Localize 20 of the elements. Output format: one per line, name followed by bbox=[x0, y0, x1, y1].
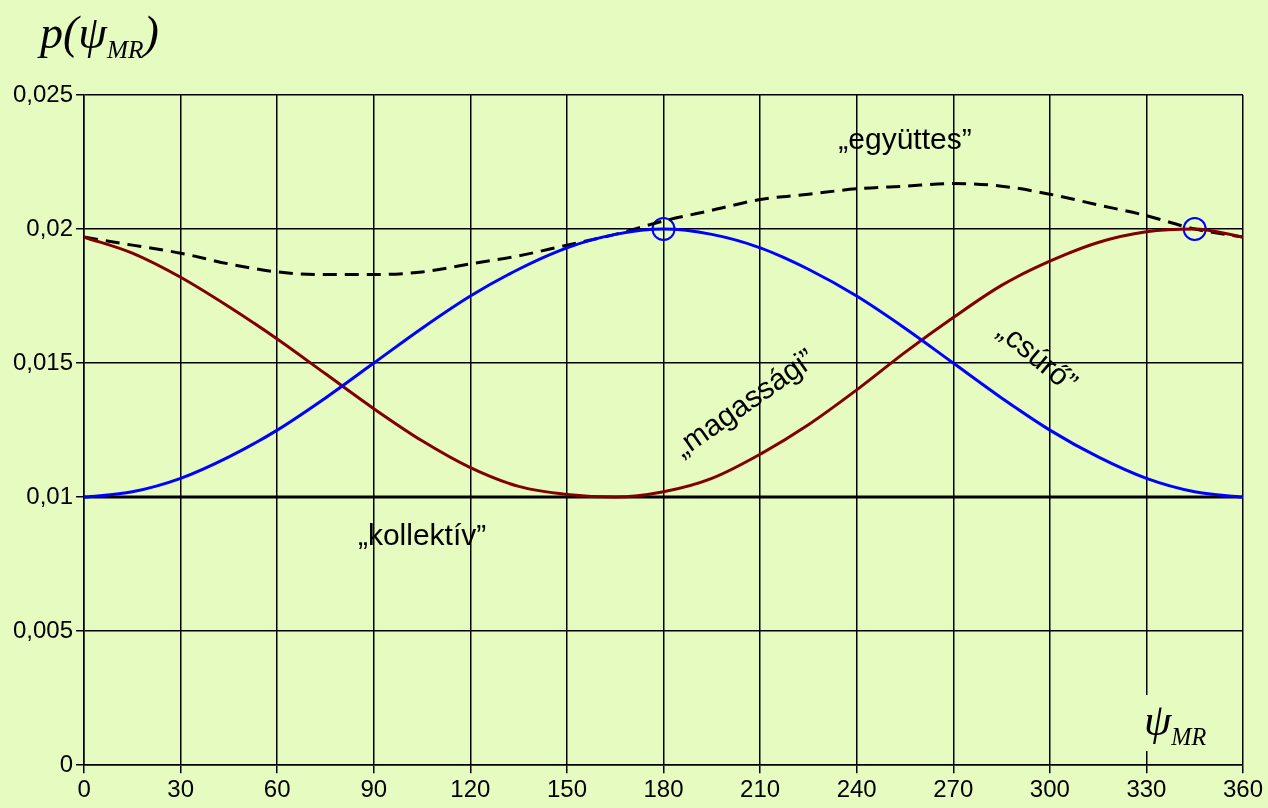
y-tick-label: 0,02 bbox=[26, 213, 74, 241]
x-tick-label: 60 bbox=[263, 775, 291, 803]
x-tick-label: 120 bbox=[450, 775, 491, 803]
x-tick-label: 330 bbox=[1126, 775, 1167, 803]
y-tick-label: 0,01 bbox=[26, 481, 74, 509]
x-tick-label: 360 bbox=[1222, 775, 1264, 803]
y-tick-label: 0,015 bbox=[13, 347, 74, 375]
x-tick-label: 240 bbox=[836, 775, 877, 803]
y-tick-label: 0,025 bbox=[13, 79, 74, 107]
x-tick-label: 270 bbox=[933, 775, 974, 803]
x-tick-label: 150 bbox=[546, 775, 587, 803]
x-tick-label: 30 bbox=[167, 775, 194, 803]
x-tick-label: 0 bbox=[77, 775, 91, 803]
y-tick-label: 0 bbox=[59, 749, 74, 777]
x-tick-label: 210 bbox=[740, 775, 781, 803]
y-tick-label: 0,005 bbox=[13, 615, 74, 643]
x-axis-title: ψ$_{MR}$ bbox=[1140, 695, 1211, 751]
x-tick-label: 180 bbox=[643, 775, 684, 803]
x-tick-label: 90 bbox=[360, 775, 388, 803]
x-tick-label: 300 bbox=[1029, 775, 1070, 803]
